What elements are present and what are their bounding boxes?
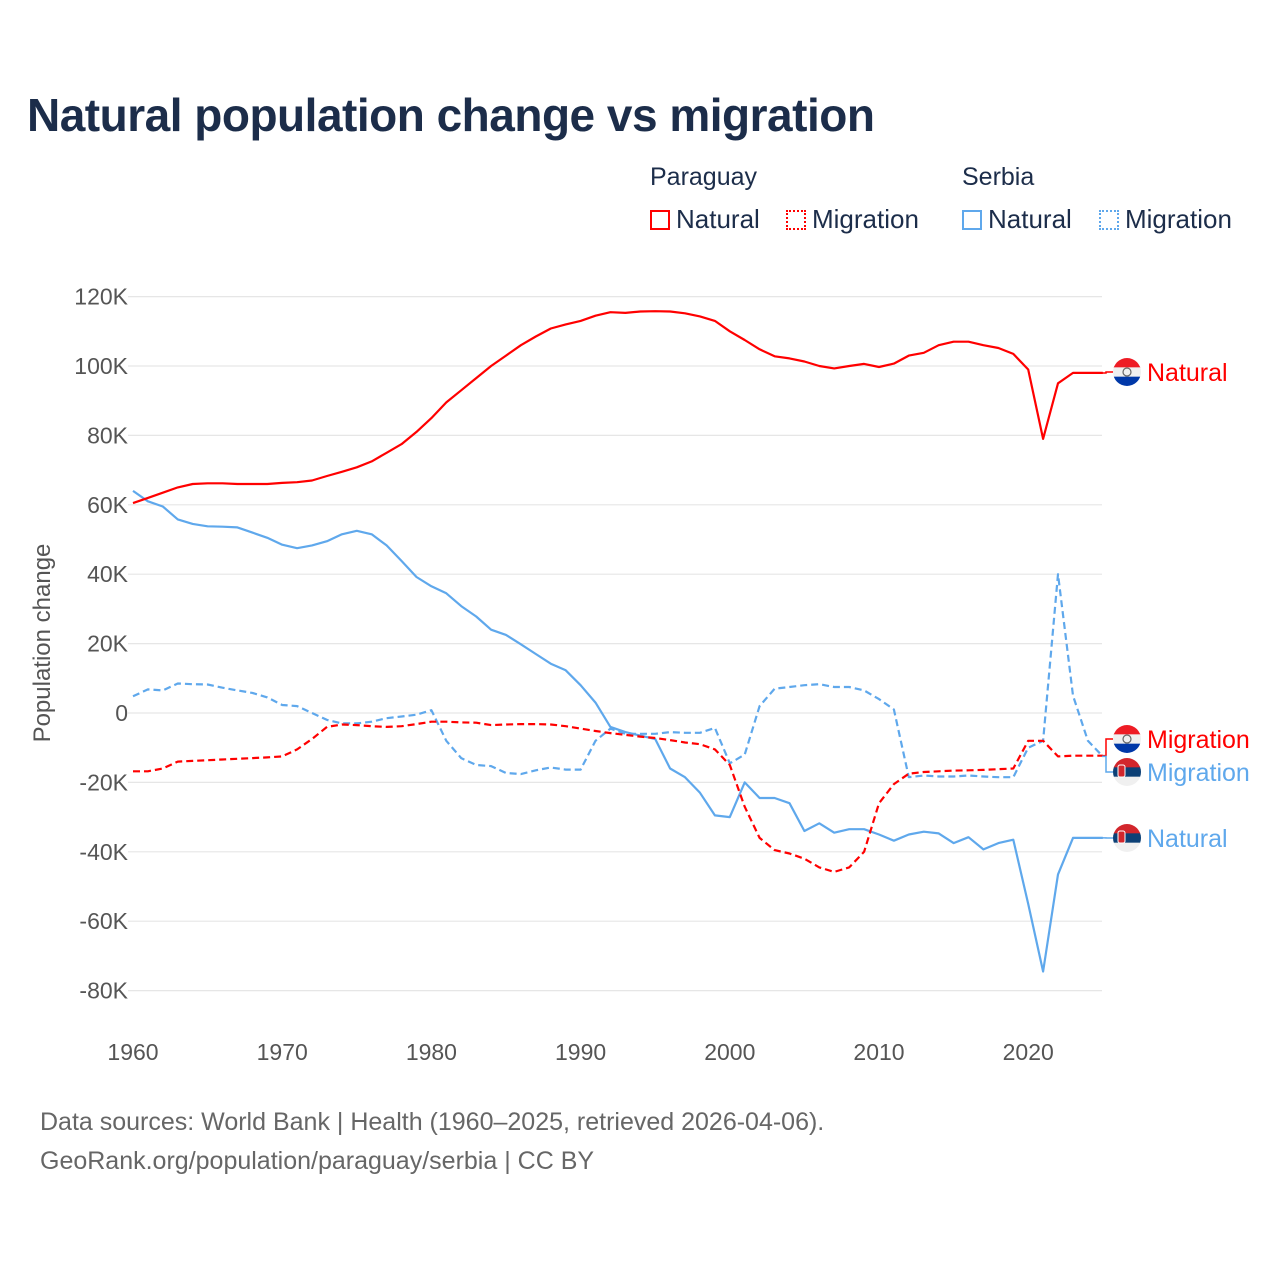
x-tick-label: 2020 <box>1003 1039 1054 1065</box>
end-label-serbia-migration: Migration <box>1147 759 1250 787</box>
y-tick-label: 60K <box>87 492 129 518</box>
y-tick-label: 80K <box>87 422 129 448</box>
legend-label: Natural <box>988 204 1072 234</box>
legend-label: Migration <box>812 204 919 234</box>
y-tick-label: -40K <box>79 839 128 865</box>
legend-group-serbia: Serbia <box>962 163 1035 191</box>
y-tick-label: 0 <box>115 700 128 726</box>
y-tick-label: -60K <box>79 908 128 934</box>
legend-paraguay-migration[interactable]: Migration <box>786 204 919 235</box>
label-connector <box>1102 738 1113 757</box>
y-tick-label: 20K <box>87 631 129 657</box>
x-tick-label: 1960 <box>107 1039 158 1065</box>
end-label-paraguay-migration: Migration <box>1147 726 1250 754</box>
series-line-paraguay-migration <box>133 720 1103 874</box>
y-tick-label: -80K <box>79 978 128 1004</box>
label-connector <box>1102 755 1113 773</box>
x-tick-label: 1970 <box>257 1039 308 1065</box>
end-label-serbia-natural: Natural <box>1147 825 1228 853</box>
series-line-paraguay-natural <box>132 310 1103 505</box>
legend-swatch-solid <box>962 209 982 230</box>
serbia-flag-icon <box>1113 758 1141 786</box>
end-label-paraguay-natural: Natural <box>1147 359 1228 387</box>
y-axis-label: Population change <box>29 544 56 743</box>
legend-label: Natural <box>676 204 760 234</box>
legend-serbia-migration[interactable]: Migration <box>1099 204 1232 235</box>
source-url-line[interactable]: GeoRank.org/population/paraguay/serbia |… <box>40 1147 595 1175</box>
series-line-serbia-migration <box>132 573 1104 779</box>
chart-title: Natural population change vs migration <box>27 89 875 141</box>
series-line-serbia-natural <box>132 489 1103 973</box>
source-line: Data sources: World Bank | Health (1960–… <box>40 1108 825 1136</box>
x-tick-label: 2010 <box>853 1039 904 1065</box>
x-tick-label: 1980 <box>406 1039 457 1065</box>
x-tick-label: 1990 <box>555 1039 606 1065</box>
legend-group-paraguay: Paraguay <box>650 163 758 191</box>
legend-swatch-dotted <box>1099 209 1119 230</box>
y-tick-label: 100K <box>74 353 128 379</box>
serbia-flag-icon <box>1113 824 1141 852</box>
label-connector <box>1102 371 1113 374</box>
y-tick-label: 40K <box>87 561 129 587</box>
legend-label: Migration <box>1125 204 1232 234</box>
paraguay-flag-icon <box>1113 725 1141 753</box>
paraguay-flag-icon <box>1113 358 1141 386</box>
y-tick-label: -20K <box>79 769 128 795</box>
x-tick-label: 2000 <box>704 1039 755 1065</box>
y-tick-label: 120K <box>74 284 128 310</box>
legend-swatch-dotted <box>786 209 806 230</box>
legend-serbia-natural[interactable]: Natural <box>962 204 1072 235</box>
legend-paraguay-natural[interactable]: Natural <box>650 204 760 235</box>
legend-swatch-solid <box>650 209 670 230</box>
